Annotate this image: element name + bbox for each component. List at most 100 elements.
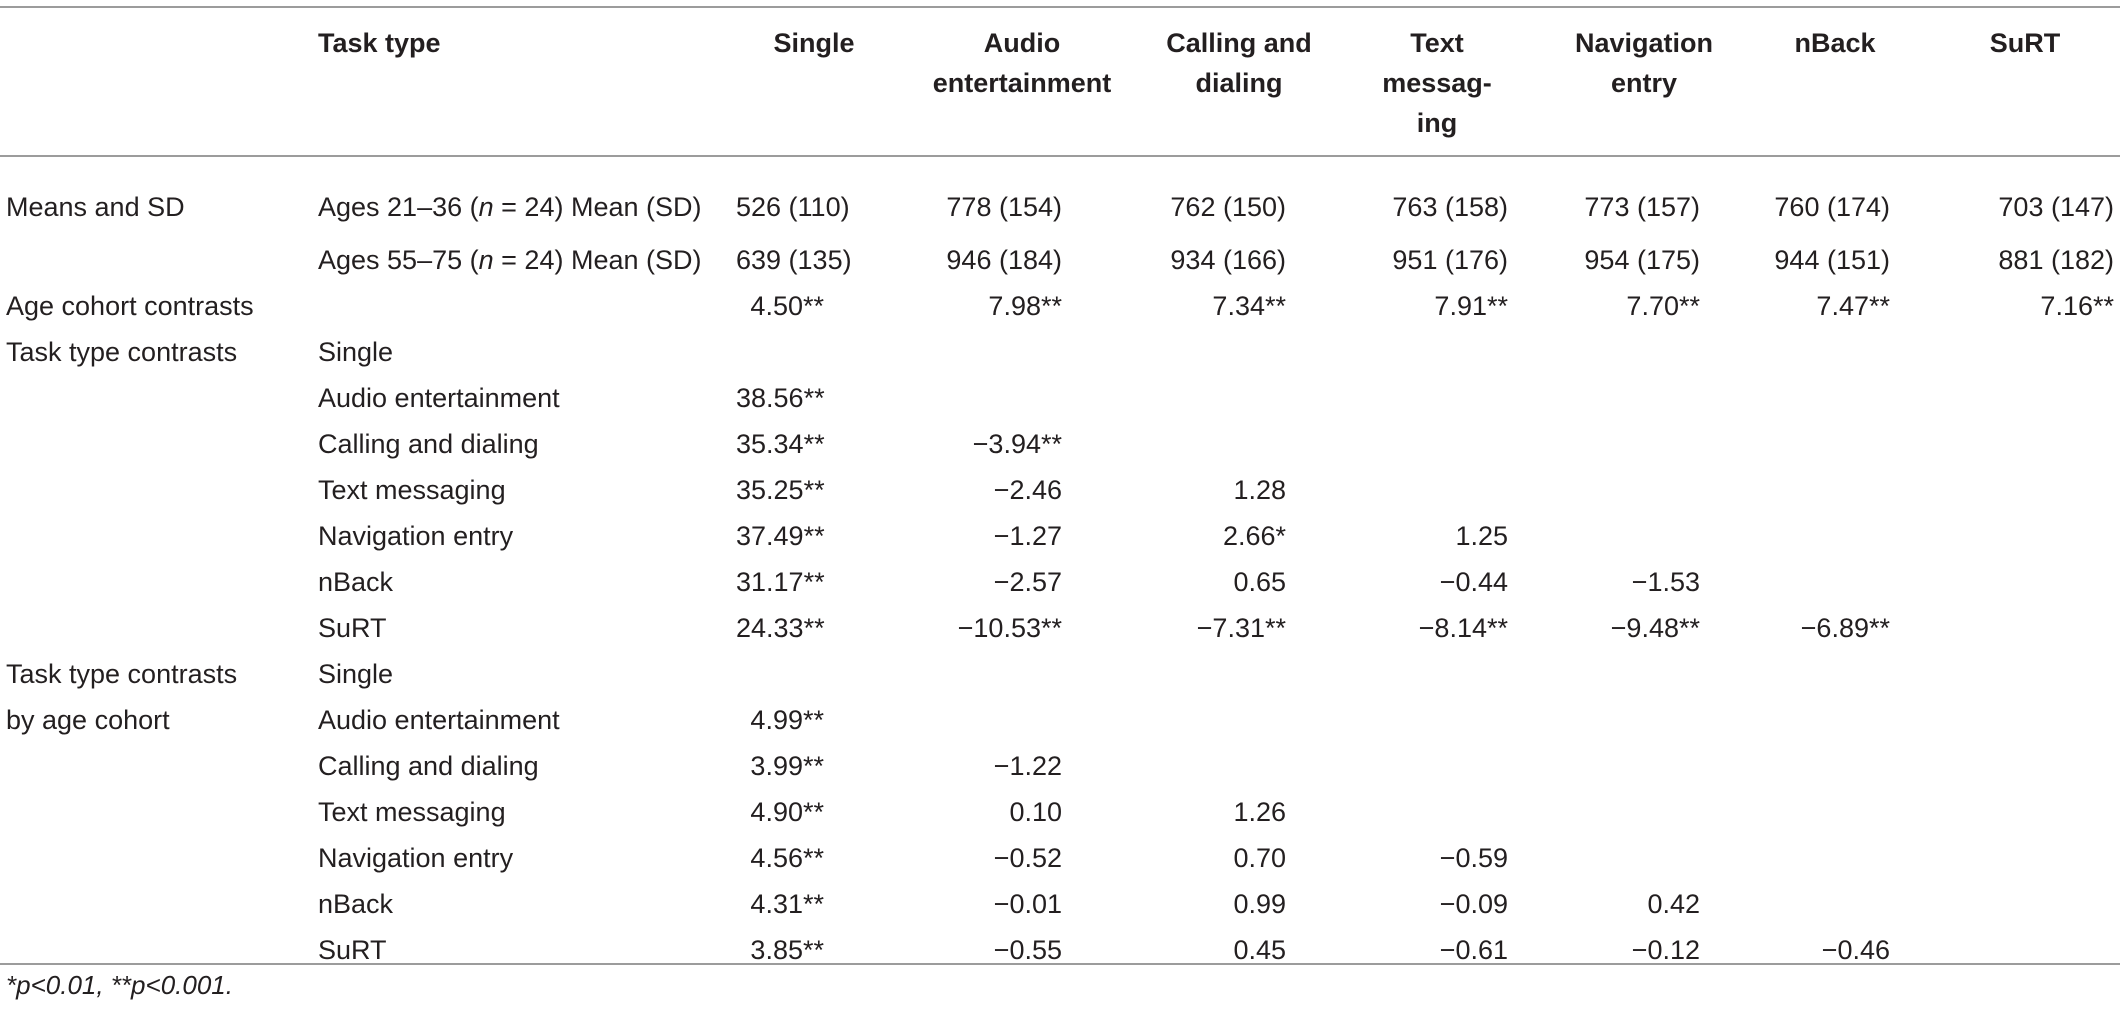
table-cell <box>892 651 1152 697</box>
table-cell <box>1548 421 1740 467</box>
table-cell: 773 (157) <box>1584 192 1700 222</box>
table-cell <box>1548 329 1740 375</box>
table-cell <box>1548 467 1740 513</box>
row-subcategory: Navigation entry <box>318 521 514 551</box>
header-single: Single <box>773 28 855 58</box>
table-cell: 951 (176) <box>1392 245 1508 275</box>
row-category <box>0 513 318 559</box>
table-cell <box>1548 513 1740 559</box>
table-cell <box>1548 835 1740 881</box>
row-category <box>0 743 318 789</box>
table-cell <box>1930 375 2120 421</box>
row-category <box>0 559 318 605</box>
table-cell <box>1930 467 2120 513</box>
table-row: SuRT 3.85** −0.55 0.45 −0.61 −0.12 −0.46 <box>0 927 2120 973</box>
header-text-messaging: Text messag-ing <box>1382 28 1492 138</box>
table-cell <box>1930 697 2120 743</box>
table-row: Age cohort contrasts 4.50** 7.98** 7.34** 7.… <box>0 283 2120 329</box>
table-row: Calling and dialing 3.99** −1.22 <box>0 743 2120 789</box>
table-cell <box>1326 421 1548 467</box>
header-rule <box>0 155 2120 157</box>
table-row: Navigation entry 4.56** −0.52 0.70 −0.59 <box>0 835 2120 881</box>
table-cell <box>1152 651 1326 697</box>
data-table: Task type Single Audio entertainment Call… <box>0 6 2120 973</box>
table-cell: −0.12 <box>1631 935 1700 965</box>
row-subcategory-suffix: = 24) Mean (SD) <box>493 192 702 222</box>
table-row: nBack 4.31** −0.01 0.99 −0.09 0.42 <box>0 881 2120 927</box>
table-cell: 763 (158) <box>1392 192 1508 222</box>
table-cell: 703 (147) <box>1998 192 2114 222</box>
table-cell: −0.52 <box>993 843 1062 873</box>
header-navigation-entry: Navigation entry <box>1574 28 1714 98</box>
table-cell <box>892 697 1152 743</box>
row-subcategory-n: n <box>478 192 494 222</box>
table-cell: 4.56** <box>750 843 824 873</box>
header-nback: nBack <box>1794 28 1876 58</box>
table-cell: 954 (175) <box>1584 245 1700 275</box>
row-subcategory <box>318 283 736 329</box>
table-cell <box>1740 835 1930 881</box>
row-subcategory: Ages 21–36 (n = 24) Mean (SD) <box>318 163 736 237</box>
table-cell <box>1740 421 1930 467</box>
table-cell <box>1930 789 2120 835</box>
table-cell <box>1930 743 2120 789</box>
table-row: SuRT 24.33** −10.53** −7.31** −8.14** −9.48**… <box>0 605 2120 651</box>
table-cell: 1.25 <box>1455 521 1508 551</box>
table-cell <box>1740 467 1930 513</box>
table-cell: −0.09 <box>1439 889 1508 919</box>
table-cell <box>736 329 892 375</box>
table-cell: 37.49** <box>736 521 825 551</box>
table-row: Task type contrasts Single <box>0 329 2120 375</box>
table-cell: −0.44 <box>1439 567 1508 597</box>
top-rule <box>0 6 2120 8</box>
row-category <box>0 789 318 835</box>
table-cell: 3.99** <box>750 751 824 781</box>
table-cell: −2.46 <box>993 475 1062 505</box>
table-cell: −0.61 <box>1439 935 1508 965</box>
table-cell <box>1152 697 1326 743</box>
table-cell <box>1740 697 1930 743</box>
table-cell: 35.34** <box>736 429 825 459</box>
table-cell <box>1152 421 1326 467</box>
table-cell: −3.94** <box>972 429 1062 459</box>
row-subcategory: Single <box>318 659 394 689</box>
table-cell <box>1740 559 1930 605</box>
table-cell <box>1326 467 1548 513</box>
table-row: Task type contrasts Single <box>0 651 2120 697</box>
table-cell: 760 (174) <box>1774 192 1890 222</box>
table-cell: 4.90** <box>750 797 824 827</box>
table-cell: 7.47** <box>1816 291 1890 321</box>
table-cell <box>1326 329 1548 375</box>
table-row: Text messaging 35.25** −2.46 1.28 <box>0 467 2120 513</box>
table-cell <box>1740 651 1930 697</box>
table-cell <box>1326 697 1548 743</box>
row-subcategory: Text messaging <box>318 797 506 827</box>
table-cell: 7.16** <box>2040 291 2114 321</box>
row-subcategory-n: n <box>478 245 494 275</box>
table-cell: 7.91** <box>1434 291 1508 321</box>
row-category <box>0 881 318 927</box>
table-cell <box>1548 743 1740 789</box>
table-cell: −2.57 <box>993 567 1062 597</box>
row-category: Means and SD <box>6 192 185 222</box>
table-cell <box>1740 789 1930 835</box>
bottom-rule <box>0 963 2120 965</box>
table-cell: −0.59 <box>1439 843 1508 873</box>
table-cell <box>1740 513 1930 559</box>
table-cell <box>1548 697 1740 743</box>
table-cell <box>1930 559 2120 605</box>
table-cell <box>1152 375 1326 421</box>
table-cell <box>1930 927 2120 973</box>
table-cell: 944 (151) <box>1774 245 1890 275</box>
table-cell: 35.25** <box>736 475 825 505</box>
row-subcategory: Ages 55–75 (n = 24) Mean (SD) <box>318 237 736 283</box>
header-row-label <box>0 6 318 163</box>
header-row: Task type Single Audio entertainment Call… <box>0 6 2120 163</box>
table-cell: 762 (150) <box>1170 192 1286 222</box>
row-category: Task type contrasts <box>6 337 238 367</box>
table-cell: 1.28 <box>1233 475 1286 505</box>
table-cell: −0.55 <box>993 935 1062 965</box>
table-cell: −9.48** <box>1610 613 1700 643</box>
table-row: Calling and dialing 35.34** −3.94** <box>0 421 2120 467</box>
row-subcategory: SuRT <box>318 613 387 643</box>
